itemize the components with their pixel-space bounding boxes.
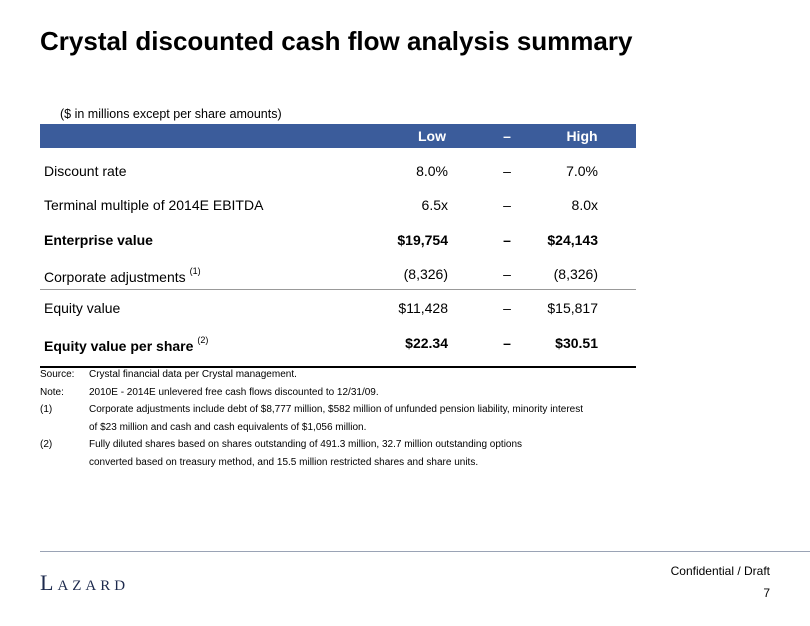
row-note: (2) [197, 334, 209, 345]
row-label: Terminal multiple of 2014E EBITDA [44, 197, 263, 213]
header-dash: – [503, 128, 511, 144]
low-value: $22.34 [405, 334, 448, 351]
status: Confidential / Draft [670, 564, 770, 578]
dash: – [503, 231, 511, 248]
units-note: ($ in millions except per share amounts) [60, 107, 282, 121]
row-label-text: Equity value per share [44, 337, 194, 354]
separator [40, 289, 636, 290]
footnote-label: Source: [40, 369, 75, 380]
row-label: Equity value [44, 300, 120, 316]
row-label-text: Corporate adjustments [44, 268, 186, 285]
row-label: Corporate adjustments (1) [44, 266, 201, 285]
low-value: 8.0% [416, 163, 448, 179]
low-value: $11,428 [398, 300, 448, 317]
footnote-label: Note: [40, 386, 64, 398]
footnote-text: Fully diluted shares based on shares out… [89, 439, 523, 451]
high-value: (8,326) [553, 265, 598, 282]
row-note: (1) [189, 265, 201, 276]
row-label-text: Enterprise value [44, 231, 153, 248]
header-low: Low [418, 128, 446, 144]
footnote-text: Crystal financial data per Crystal manag… [89, 369, 297, 380]
row-label: Equity value per share (2) [44, 335, 208, 354]
table-bottom-rule [40, 366, 636, 368]
row-label-text: Equity value [44, 300, 121, 317]
low-value: $19,754 [397, 231, 448, 248]
footnote-label: (1) [40, 404, 53, 416]
row-label: Enterprise value [44, 232, 153, 248]
footnote-text: of $23 million and cash and cash equival… [89, 421, 367, 433]
header-bar [40, 124, 636, 148]
title: Crystal discounted cash flow analysis su… [40, 26, 633, 56]
dash: – [503, 163, 511, 179]
row-label: Discount rate [44, 163, 126, 179]
dash: – [503, 265, 511, 282]
footnote-text: converted based on treasury method, and … [89, 457, 479, 468]
logo: Lazard [40, 570, 130, 595]
dash: – [503, 334, 511, 351]
row-label-text: Terminal multiple of 2014E EBITDA [44, 197, 264, 214]
dash: – [503, 300, 511, 317]
row-label-text: Discount rate [44, 163, 127, 179]
footnote-text: Corporate adjustments include debt of $8… [89, 404, 583, 416]
low-value: (8,326) [403, 265, 448, 282]
footnote-text: 2010E - 2014E unlevered free cash flows … [89, 386, 379, 398]
dash: – [503, 197, 511, 214]
high-value: 7.0% [566, 163, 598, 179]
header-high: High [566, 128, 598, 144]
footer-rule [40, 551, 810, 552]
high-value: $15,817 [547, 300, 598, 317]
high-value: $30.51 [555, 334, 598, 351]
page-number: 7 [763, 586, 770, 600]
low-value: 6.5x [421, 197, 448, 214]
high-value: $24,143 [547, 231, 598, 248]
footnote-label: (2) [40, 439, 53, 451]
high-value: 8.0x [571, 197, 598, 214]
